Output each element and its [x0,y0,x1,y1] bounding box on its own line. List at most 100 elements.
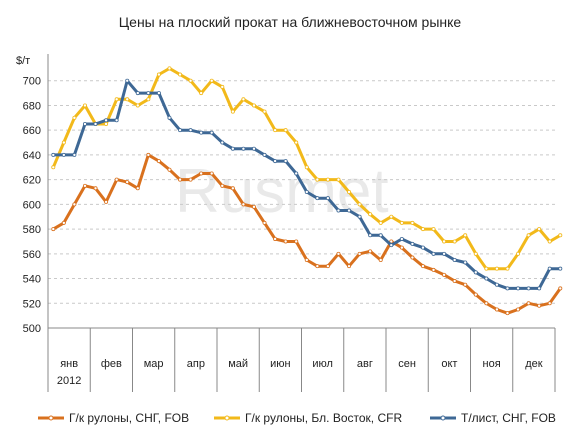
data-point [526,233,531,238]
data-point [135,91,140,96]
data-point [251,204,256,209]
data-point [61,220,66,225]
data-point [347,208,352,213]
data-point [188,128,193,133]
data-point [494,266,499,271]
data-point [389,239,394,244]
data-point [505,266,510,271]
data-point [558,286,563,291]
legend-label: Г/к рулоны, Бл. Восток, CFR [245,411,402,425]
data-point [410,220,415,225]
x-tick-label: май [228,358,248,370]
y-tick-label: 600 [23,199,41,211]
y-tick-label: 680 [23,100,41,112]
data-point [199,130,204,135]
data-point [167,66,172,71]
data-point [283,239,288,244]
data-point [389,214,394,219]
data-point [209,78,214,83]
data-point [357,214,362,219]
legend-label: Г/к рулоны, СНГ, FOB [69,411,189,425]
data-point [420,264,425,269]
data-point [156,159,161,164]
y-tick-label: 500 [23,323,41,335]
y-tick-label: 660 [23,125,41,137]
data-point [273,128,278,133]
data-point [82,103,87,108]
legend-marker [440,415,446,421]
data-point [230,146,235,151]
data-point [283,128,288,133]
data-point [378,233,383,238]
data-point [537,303,542,308]
y-tick-label: 620 [23,175,41,187]
data-point [209,130,214,135]
data-point [526,301,531,306]
data-point [336,177,341,182]
data-point [230,186,235,191]
x-tick-label: авг [357,358,373,370]
data-point [420,245,425,250]
data-point [61,152,66,157]
data-point [442,272,447,277]
data-point [378,220,383,225]
series-lines [51,66,563,316]
data-point [357,251,362,256]
data-point [547,301,552,306]
data-point [156,91,161,96]
data-point [431,227,436,232]
data-point [347,189,352,194]
data-point [230,109,235,114]
y-tick-label: 580 [23,224,41,236]
data-point [61,140,66,145]
x-tick-label: мар [144,358,164,370]
data-point [357,202,362,207]
data-point [82,183,87,188]
data-point [135,186,140,191]
data-point [262,109,267,114]
x-tick-label: окт [441,358,457,370]
data-point [125,97,130,102]
data-point [473,251,478,256]
x-tick-label: дек [525,358,543,370]
data-point [294,171,299,176]
data-point [463,282,468,287]
data-point [442,251,447,256]
data-point [241,97,246,102]
x-year-label: 2012 [57,375,81,387]
data-point [516,286,521,291]
data-point [516,307,521,312]
data-point [93,186,98,191]
legend-marker [224,415,230,421]
data-point [178,128,183,133]
data-point [114,118,119,123]
data-point [336,251,341,256]
y-tick-label: 540 [23,274,41,286]
data-point [167,115,172,120]
data-point [146,152,151,157]
data-point [410,241,415,246]
data-point [537,227,542,232]
data-point [104,199,109,204]
data-point [114,177,119,182]
data-point [420,227,425,232]
data-point [125,78,130,83]
x-tick-label: июн [270,358,290,370]
data-point [104,122,109,127]
data-point [114,97,119,102]
data-point [51,152,56,157]
data-point [452,257,457,262]
x-tick-label: апр [187,358,205,370]
data-point [283,159,288,164]
data-point [262,152,267,157]
data-point [442,239,447,244]
data-point [220,140,225,145]
data-point [473,292,478,297]
data-point [304,165,309,170]
data-point [199,171,204,176]
data-point [146,97,151,102]
data-point [325,177,330,182]
data-point [452,239,457,244]
legend-marker [48,415,54,421]
